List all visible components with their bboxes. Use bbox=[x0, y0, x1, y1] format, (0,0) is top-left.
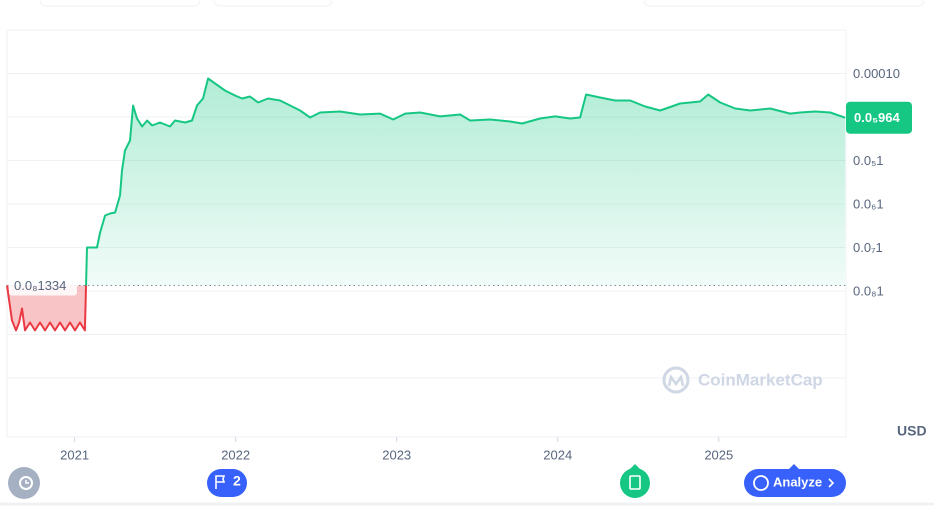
tab[interactable] bbox=[643, 0, 925, 7]
price-line bbox=[6, 77, 846, 332]
y-tick-label: 0.0₆1 bbox=[853, 196, 884, 211]
analyze-label[interactable]: Analyze bbox=[773, 474, 822, 489]
y-tick-label: 0.0₇1 bbox=[853, 240, 883, 255]
events-count: 2 bbox=[233, 473, 241, 489]
x-tick-label: 2022 bbox=[221, 447, 250, 462]
y-tick-label: 0.0₅1 bbox=[853, 153, 884, 168]
x-tick-label: 2025 bbox=[704, 447, 733, 462]
tab[interactable] bbox=[39, 0, 201, 7]
x-tick-label: 2021 bbox=[60, 447, 89, 462]
price-area bbox=[7, 78, 846, 331]
x-tick-label: 2023 bbox=[382, 447, 411, 462]
history-button[interactable] bbox=[8, 467, 40, 499]
y-tick-label: 0.0₈1 bbox=[853, 283, 884, 298]
watermark: CoinMarketCap bbox=[662, 366, 823, 394]
events-button[interactable]: 2 bbox=[207, 469, 247, 497]
x-tick-label: 2024 bbox=[543, 447, 572, 462]
currency-label: USD bbox=[897, 423, 927, 439]
baseline-label: 0.0₈1334 bbox=[14, 278, 66, 293]
baseline-label-bg bbox=[9, 275, 77, 296]
y-tick-label: 0.00010 bbox=[853, 66, 900, 81]
current-price-tag bbox=[846, 101, 912, 134]
analyze-button[interactable]: Analyze bbox=[744, 464, 846, 497]
watermark-text: CoinMarketCap bbox=[698, 370, 823, 389]
current-price-label: 0.0₅964 bbox=[854, 110, 900, 125]
tab[interactable] bbox=[213, 0, 333, 7]
news-button[interactable] bbox=[620, 464, 650, 498]
